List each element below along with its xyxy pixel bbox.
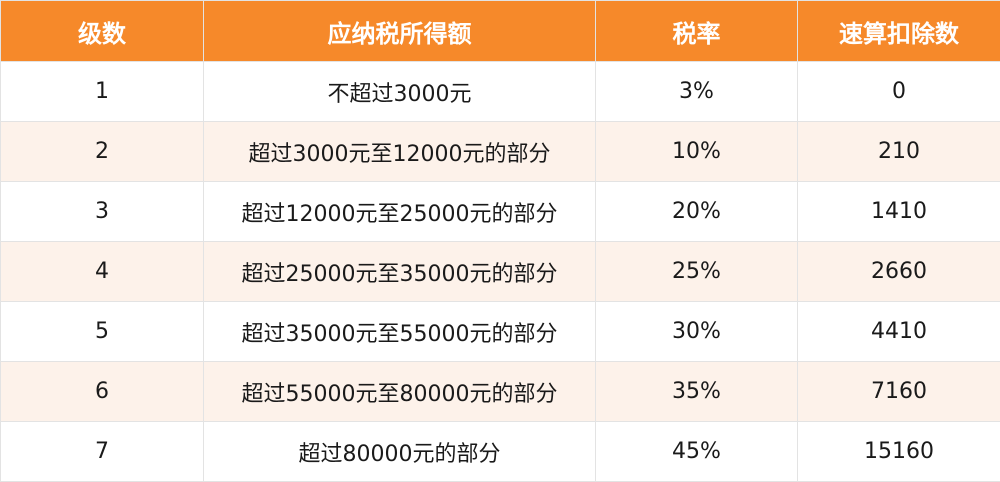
table-row: 5 超过35000元至55000元的部分 30% 4410	[0, 301, 1000, 362]
cell-tax-rate: 25%	[595, 241, 798, 302]
cell-taxable-income: 超过25000元至35000元的部分	[203, 241, 596, 302]
header-taxable-income: 应纳税所得额	[203, 0, 596, 62]
cell-quick-deduction: 7160	[797, 361, 1000, 422]
table-row: 4 超过25000元至35000元的部分 25% 2660	[0, 241, 1000, 302]
cell-quick-deduction: 0	[797, 61, 1000, 122]
cell-quick-deduction: 15160	[797, 421, 1000, 482]
header-row: 级数 应纳税所得额 税率 速算扣除数	[0, 0, 1000, 62]
table-row: 1 不超过3000元 3% 0	[0, 61, 1000, 122]
cell-level: 3	[0, 181, 204, 242]
cell-level: 5	[0, 301, 204, 362]
cell-level: 7	[0, 421, 204, 482]
table-row: 7 超过80000元的部分 45% 15160	[0, 421, 1000, 482]
cell-tax-rate: 3%	[595, 61, 798, 122]
cell-taxable-income: 超过3000元至12000元的部分	[203, 121, 596, 182]
table-row: 2 超过3000元至12000元的部分 10% 210	[0, 121, 1000, 182]
cell-level: 6	[0, 361, 204, 422]
cell-quick-deduction: 210	[797, 121, 1000, 182]
cell-quick-deduction: 4410	[797, 301, 1000, 362]
cell-level: 4	[0, 241, 204, 302]
header-tax-rate: 税率	[595, 0, 798, 62]
table-row: 3 超过12000元至25000元的部分 20% 1410	[0, 181, 1000, 242]
cell-taxable-income: 不超过3000元	[203, 61, 596, 122]
cell-level: 1	[0, 61, 204, 122]
cell-tax-rate: 35%	[595, 361, 798, 422]
cell-tax-rate: 10%	[595, 121, 798, 182]
cell-tax-rate: 45%	[595, 421, 798, 482]
cell-quick-deduction: 2660	[797, 241, 1000, 302]
cell-taxable-income: 超过55000元至80000元的部分	[203, 361, 596, 422]
cell-level: 2	[0, 121, 204, 182]
cell-quick-deduction: 1410	[797, 181, 1000, 242]
table-row: 6 超过55000元至80000元的部分 35% 7160	[0, 361, 1000, 422]
cell-tax-rate: 30%	[595, 301, 798, 362]
header-level: 级数	[0, 0, 204, 62]
cell-taxable-income: 超过35000元至55000元的部分	[203, 301, 596, 362]
cell-taxable-income: 超过12000元至25000元的部分	[203, 181, 596, 242]
header-quick-deduction: 速算扣除数	[797, 0, 1000, 62]
cell-tax-rate: 20%	[595, 181, 798, 242]
cell-taxable-income: 超过80000元的部分	[203, 421, 596, 482]
